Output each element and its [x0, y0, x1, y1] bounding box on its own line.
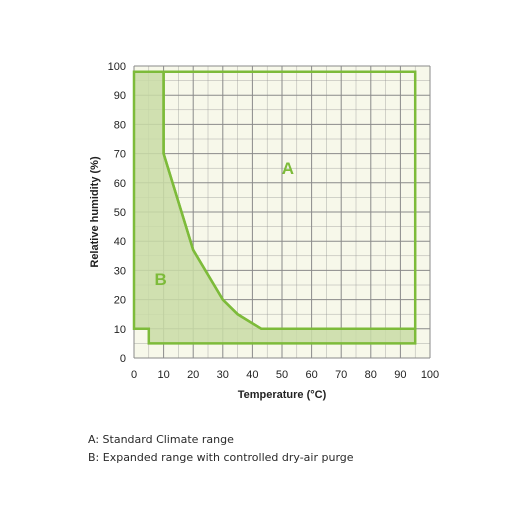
- legend-item-a: A: Standard Climate range: [88, 433, 234, 446]
- y-tick-label: 20: [114, 295, 126, 307]
- x-tick-label: 60: [305, 369, 317, 381]
- x-tick-label: 80: [365, 369, 377, 381]
- y-tick-label: 60: [114, 178, 126, 190]
- region-label-a: A: [282, 159, 294, 178]
- y-tick-label: 30: [114, 265, 126, 277]
- y-axis-label: Relative humidity (%): [89, 156, 101, 268]
- y-tick-label: 40: [114, 236, 126, 248]
- x-tick-label: 20: [187, 369, 199, 381]
- x-tick-label: 100: [421, 369, 439, 381]
- y-tick-label: 10: [114, 324, 126, 336]
- x-tick-label: 70: [335, 369, 347, 381]
- y-tick-label: 50: [114, 207, 126, 219]
- y-tick-label: 100: [108, 61, 126, 73]
- y-tick-label: 70: [114, 149, 126, 161]
- x-tick-label: 50: [276, 369, 288, 381]
- x-tick-label: 0: [131, 369, 137, 381]
- y-axis-ticks: 0 10 20 30 40 50 60 70 80 90 100: [108, 61, 126, 365]
- y-tick-label: 80: [114, 119, 126, 131]
- legend-item-b: B: Expanded range with controlled dry-ai…: [88, 451, 354, 464]
- x-tick-label: 30: [217, 369, 229, 381]
- y-tick-label: 90: [114, 90, 126, 102]
- region-labels: AB: [154, 159, 294, 289]
- x-tick-label: 40: [246, 369, 258, 381]
- x-axis-ticks: 0 10 20 30 40 50 60 70 80 90 100: [131, 369, 439, 381]
- x-axis-label: Temperature (°C): [238, 389, 327, 401]
- region-a-outline: [162, 70, 417, 331]
- region-label-b: B: [154, 270, 166, 289]
- x-tick-label: 90: [394, 369, 406, 381]
- x-tick-label: 10: [157, 369, 169, 381]
- y-tick-label: 0: [120, 353, 126, 365]
